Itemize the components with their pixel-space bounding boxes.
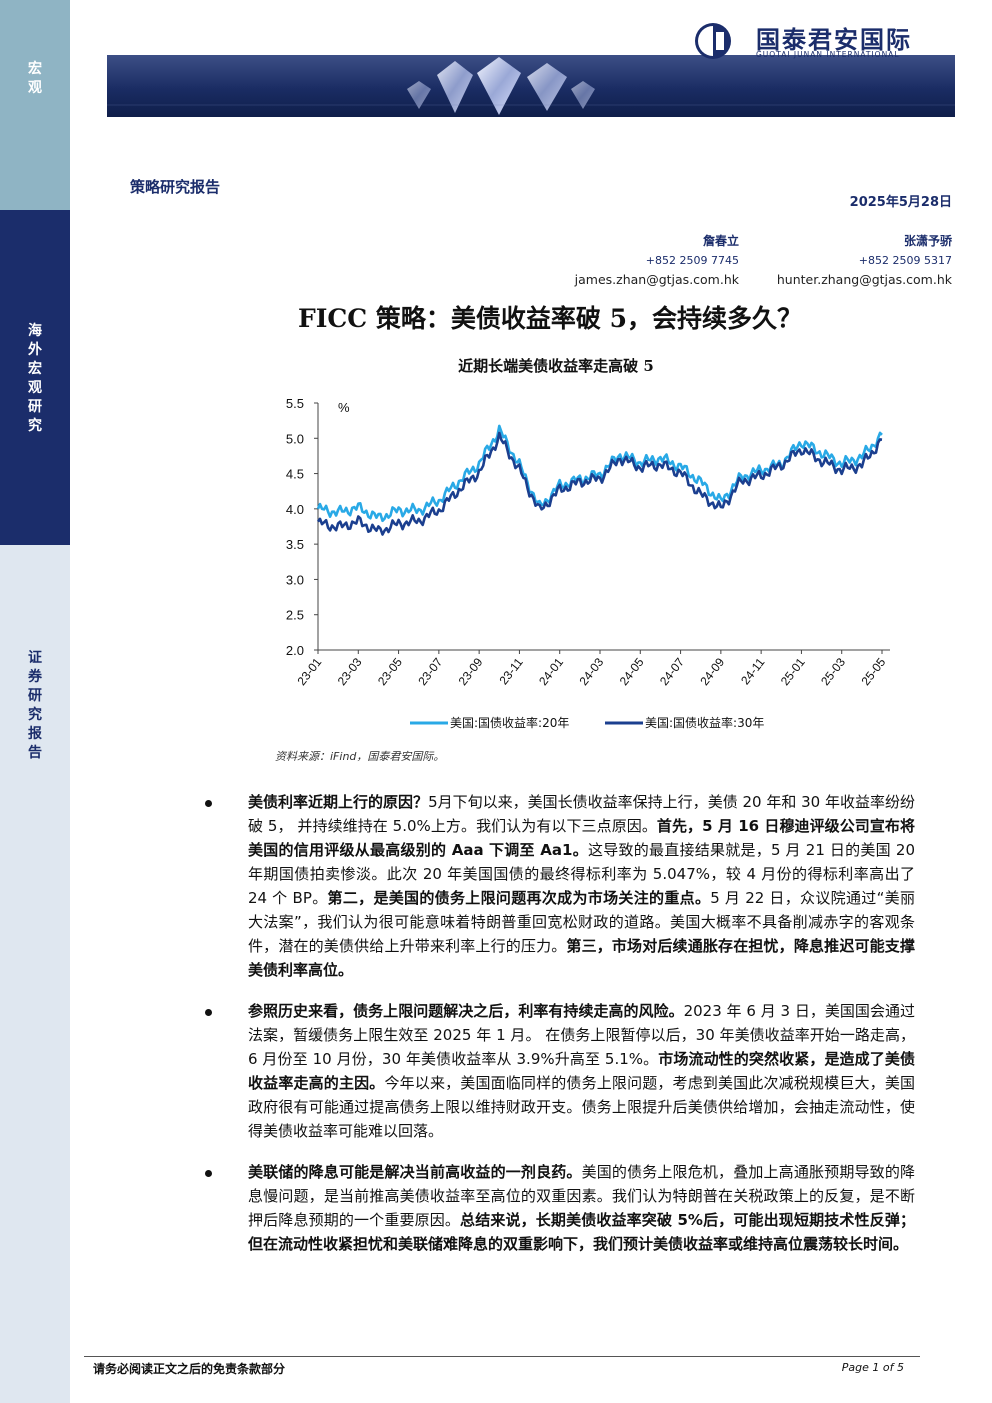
bullet-list: 美债利率近期上行的原因？5月下旬以来，美国长债收益率保持上行，美债 20 年和 … [200,790,915,1273]
sidebar-char: 海 [28,323,42,339]
series-line-20y [316,424,883,523]
sidebar-char: 证 [28,650,42,666]
x-tick-label: 23-05 [375,655,405,688]
x-tick-label: 24-03 [576,655,606,688]
bullet-bold-text: 总结来说，长期美债收益率突破 5%后，可能出现短期技术性反弹；但在流动性收紧担忧… [248,1211,915,1253]
chart-title: 近期长端美债收益率走高破 5 [458,357,654,375]
report-type: 策略研究报告 [130,178,221,196]
sidebar-label-overseas-macro: 海外宏观研究 [0,322,70,436]
x-tick-label: 24-07 [657,655,687,688]
author-phone: +852 2509 5317 [858,254,952,267]
y-tick-label: 4.5 [286,467,304,482]
page-number: Page 1 of 5 [841,1361,904,1374]
footer-disclaimer: 请务必阅读正文之后的免责条款部分 [93,1362,286,1376]
sidebar-label-macro: 宏观 [0,60,70,98]
x-tick-label: 25-03 [818,655,848,688]
company-logo: 国泰君安国际 GUOTAI JUNAN INTERNATIONAL [692,20,954,64]
x-tick-label: 25-05 [858,655,888,688]
x-tick-label: 24-01 [536,655,566,688]
y-tick-label: 5.5 [286,396,304,411]
bullet-lead: 美联储的降息可能是解决当前高收益的一剂良药。 [248,1163,582,1181]
x-tick-label: 23-01 [294,655,324,688]
footer-divider [84,1356,920,1357]
x-tick-label: 24-11 [738,655,768,687]
bullet-bold-text: 第二，是美国的债务上限问题再次成为市场关注的重点。 [327,889,711,907]
x-tick-label: 25-01 [778,655,808,688]
bullet-dot-icon [205,1170,212,1177]
diamond-gems-image [107,57,955,115]
x-tick-label: 23-03 [335,655,365,688]
bullet-dot-icon [205,800,212,807]
sidebar-char: 究 [28,418,42,434]
bullet-paragraph: 参照历史来看，债务上限问题解决之后，利率有持续走高的风险。2023 年 6 月 … [200,999,915,1143]
y-tick-label: 2.5 [286,608,304,623]
author-name: 詹春立 [702,234,739,248]
author-name: 张潇予骄 [903,234,952,248]
chart-source: 资料来源：iFind，国泰君安国际。 [275,750,445,763]
series-line-30y [316,431,883,536]
sidebar-char: 告 [28,745,42,761]
bullet-text: 5月下旬以来，美国长债收益率保持上行，美债 20 年和 30 年收益率纷纷破 5… [248,793,915,835]
legend-label: 美国:国债收益率:20年 [450,715,569,730]
bullet-text: 这导致的最直接结果就是，5 月 21 日的美国 20 年期国债拍卖惨淡。此次 2… [248,841,915,907]
bullet-paragraph: 美联储的降息可能是解决当前高收益的一剂良药。美国的债务上限危机，叠加上高通胀预期… [200,1160,915,1256]
sidebar-char: 研 [28,399,42,415]
logo-en-text: GUOTAI JUNAN INTERNATIONAL [756,50,900,59]
x-tick-label: 23-11 [496,655,526,687]
author-email[interactable]: hunter.zhang@gtjas.com.hk [776,272,952,287]
yield-line-chart: 2.0 2.5 3.0 3.5 4.0 4.5 5.0 5.5 % 23-01 23-03 23-05… [286,396,890,730]
y-tick-label: 3.0 [286,572,304,587]
header-banner [107,55,955,117]
report-date: 2025年5月28日 [849,195,952,210]
bullet-bold-text: 市场流动性的突然收紧，是造成了美债收益率走高的主因。 [248,1050,915,1092]
sidebar-char: 宏 [28,61,42,77]
y-unit-label: % [338,400,350,415]
author-email[interactable]: james.zhan@gtjas.com.hk [574,272,739,287]
bullet-text: 2023 年 6 月 3 日，美国国会通过法案，暂缓债务上限生效至 2025 年… [248,1002,915,1068]
sidebar-char: 券 [28,669,42,685]
bullet-paragraph: 美债利率近期上行的原因？5月下旬以来，美国长债收益率保持上行，美债 20 年和 … [200,790,915,982]
legend-label: 美国:国债收益率:30年 [645,715,764,730]
sidebar-char: 观 [28,80,42,96]
sidebar-char: 究 [28,707,42,723]
x-tick-label: 24-09 [697,655,727,688]
sidebar-char: 观 [28,380,42,396]
logo-cn-text: 国泰君安国际 [756,26,912,54]
sidebar-label-securities-report: 证券研究报告 [0,649,70,763]
sidebar-band-top [0,0,70,210]
author-card: 张潇予骄 +852 2509 5317 hunter.zhang@gtjas.c… [777,232,952,289]
bullet-text: 今年以来，美国面临同样的债务上限问题，考虑到美国此次减税规模巨大，美国政府很有可… [248,1074,915,1140]
logo-mark-icon [695,23,731,59]
sidebar-char: 报 [28,726,42,742]
y-tick-label: 5.0 [286,431,304,446]
y-tick-label: 4.0 [286,502,304,517]
sidebar-band-bottom [0,545,70,1403]
bullet-lead: 美债利率近期上行的原因？ [248,793,429,811]
sidebar-char: 研 [28,688,42,704]
y-tick-label: 3.5 [286,537,304,552]
bullet-text: 5 月 22 日，众议院通过“美丽大法案”，我们认为很可能意味着特朗普重回宽松财… [248,889,915,955]
author-card: 詹春立 +852 2509 7745 james.zhan@gtjas.com.… [575,232,739,289]
sidebar-band-middle [0,210,70,545]
x-tick-label: 24-05 [617,655,647,688]
bullet-bold-text: 第三，市场对后续通胀存在担忧，降息推迟可能支撑美债利率高位。 [248,937,915,979]
x-tick-label: 23-07 [415,655,445,688]
page-title: FICC 策略：美债收益率破 5，会持续多久？ [297,304,803,333]
x-tick-label: 23-09 [456,655,486,688]
y-tick-label: 2.0 [286,643,304,658]
bullet-text: 美国的债务上限危机，叠加上高通胀预期导致的降息慢问题，是当前推高美债收益率至高位… [248,1163,915,1229]
bullet-bold-text: 首先，5 月 16 日穆迪评级公司宣布将美国的信用评级从最高级别的 Aaa 下调… [248,817,915,859]
sidebar-char: 宏 [28,361,42,377]
bullet-dot-icon [205,1009,212,1016]
bullet-lead: 参照历史来看，债务上限问题解决之后，利率有持续走高的风险。 [248,1002,684,1020]
author-phone: +852 2509 7745 [645,254,739,267]
sidebar-char: 外 [28,342,42,358]
